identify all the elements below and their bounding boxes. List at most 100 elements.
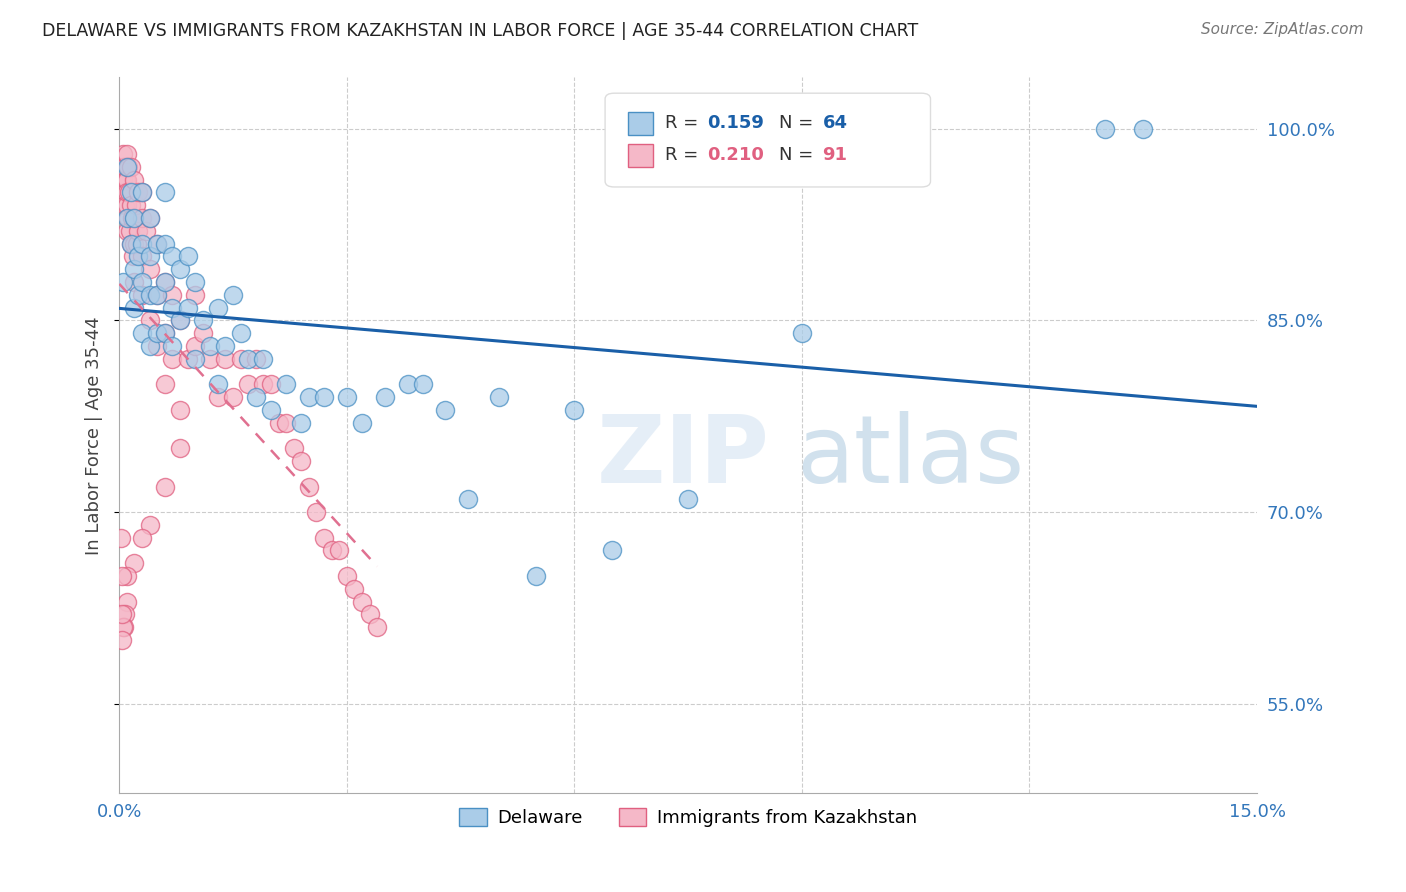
Point [131, 249, 153, 263]
Point [124, 275, 146, 289]
Point [169, 262, 191, 277]
FancyBboxPatch shape [605, 93, 931, 187]
Point [1132, 121, 1154, 136]
Point [127, 186, 149, 200]
Point [162, 351, 184, 366]
Point [114, 198, 136, 212]
Text: N =: N = [779, 145, 820, 164]
Point [184, 339, 207, 353]
Point [184, 351, 207, 366]
Point [115, 211, 138, 225]
Point [122, 249, 145, 263]
Point [214, 339, 236, 353]
Text: R =: R = [665, 145, 704, 164]
Point [328, 543, 350, 558]
Point [111, 632, 134, 647]
Point [238, 377, 260, 392]
Point [120, 236, 142, 251]
Point [162, 249, 184, 263]
Point [290, 416, 312, 430]
Point [124, 236, 146, 251]
Point [138, 517, 160, 532]
Point [336, 569, 359, 583]
Point [117, 160, 139, 174]
Point [214, 351, 236, 366]
Point [127, 224, 149, 238]
Point [115, 172, 138, 186]
Point [115, 186, 138, 200]
Point [260, 377, 283, 392]
Point [138, 211, 160, 225]
Point [125, 236, 148, 251]
Point [125, 198, 148, 212]
Point [131, 275, 153, 289]
Point [124, 301, 146, 315]
Point [276, 377, 298, 392]
Point [162, 301, 184, 315]
Point [298, 390, 321, 404]
Point [124, 262, 146, 277]
Text: DELAWARE VS IMMIGRANTS FROM KAZAKHSTAN IN LABOR FORCE | AGE 35-44 CORRELATION CH: DELAWARE VS IMMIGRANTS FROM KAZAKHSTAN I… [42, 22, 918, 40]
Point [115, 198, 138, 212]
Point [350, 416, 373, 430]
Point [124, 172, 146, 186]
Text: R =: R = [665, 113, 704, 131]
Point [112, 147, 135, 161]
Point [120, 236, 142, 251]
Point [184, 275, 207, 289]
Point [343, 582, 366, 596]
Point [110, 160, 132, 174]
FancyBboxPatch shape [628, 144, 652, 167]
Point [153, 326, 176, 340]
Point [312, 531, 335, 545]
Point [169, 313, 191, 327]
Point [131, 531, 153, 545]
Point [114, 186, 136, 200]
Point [111, 172, 134, 186]
Point [396, 377, 419, 392]
Point [207, 301, 229, 315]
Point [184, 287, 207, 301]
Point [131, 186, 153, 200]
Point [115, 224, 138, 238]
Point [412, 377, 434, 392]
Point [229, 326, 252, 340]
Point [131, 211, 153, 225]
Text: 64: 64 [823, 113, 848, 131]
Point [131, 326, 153, 340]
Point [290, 454, 312, 468]
Point [252, 351, 274, 366]
Point [312, 390, 335, 404]
Point [222, 287, 245, 301]
Point [169, 441, 191, 455]
Point [127, 287, 149, 301]
Point [112, 172, 135, 186]
Point [146, 287, 169, 301]
Point [191, 326, 214, 340]
Point [169, 402, 191, 417]
Point [207, 390, 229, 404]
Point [146, 326, 169, 340]
Text: 0.159: 0.159 [707, 113, 765, 131]
Point [138, 249, 160, 263]
Point [153, 275, 176, 289]
Point [276, 416, 298, 430]
Point [298, 479, 321, 493]
Point [112, 160, 135, 174]
Point [200, 339, 222, 353]
Point [321, 543, 343, 558]
Point [118, 186, 141, 200]
Point [176, 351, 198, 366]
Point [176, 249, 198, 263]
Point [229, 351, 252, 366]
Point [110, 607, 132, 622]
Point [112, 620, 135, 634]
Point [238, 351, 260, 366]
Y-axis label: In Labor Force | Age 35-44: In Labor Force | Age 35-44 [86, 316, 103, 555]
Point [138, 313, 160, 327]
Point [138, 287, 160, 301]
Point [117, 211, 139, 225]
Point [127, 249, 149, 263]
Point [600, 543, 623, 558]
Legend: Delaware, Immigrants from Kazakhstan: Delaware, Immigrants from Kazakhstan [453, 801, 924, 834]
